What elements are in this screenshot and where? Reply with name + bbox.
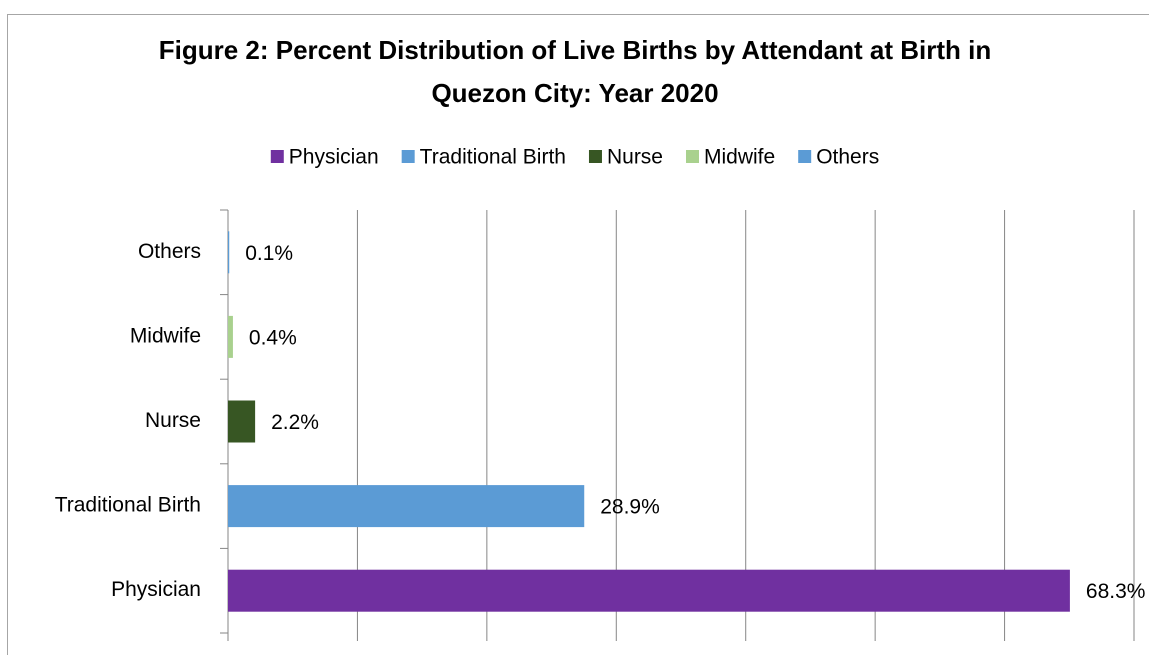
bar (228, 315, 233, 358)
legend-swatch (401, 150, 415, 163)
y-tick-label: Physician (111, 578, 201, 601)
legend-swatch (270, 150, 284, 163)
data-label: 28.9% (600, 496, 660, 519)
legend-swatch (686, 150, 699, 163)
legend-label: Physician (289, 146, 379, 169)
bar (228, 231, 230, 274)
legend-swatch (798, 150, 812, 163)
data-label: 2.2% (271, 411, 319, 434)
bar (228, 485, 585, 528)
bar (228, 400, 256, 443)
chart-title: Figure 2: Percent Distribution of Live B… (159, 35, 992, 108)
data-label: 0.1% (245, 242, 293, 265)
legend-label: Traditional Birth (420, 146, 566, 169)
legend-label: Others (816, 146, 879, 169)
legend-label: Midwife (704, 146, 775, 169)
y-tick-label: Midwife (130, 324, 201, 347)
bar (228, 569, 1070, 612)
legend-swatch (588, 150, 602, 163)
y-tick-label: Traditional Birth (55, 494, 201, 517)
data-label: 68.3% (1086, 580, 1146, 603)
y-tick-label: Others (138, 240, 201, 263)
chart-border (7, 14, 1149, 655)
y-tick-label: Nurse (145, 409, 201, 432)
legend-label: Nurse (607, 146, 663, 169)
data-label: 0.4% (249, 326, 297, 349)
legend: Physician Traditional Birth Nurse Midwife Ot… (270, 146, 879, 169)
